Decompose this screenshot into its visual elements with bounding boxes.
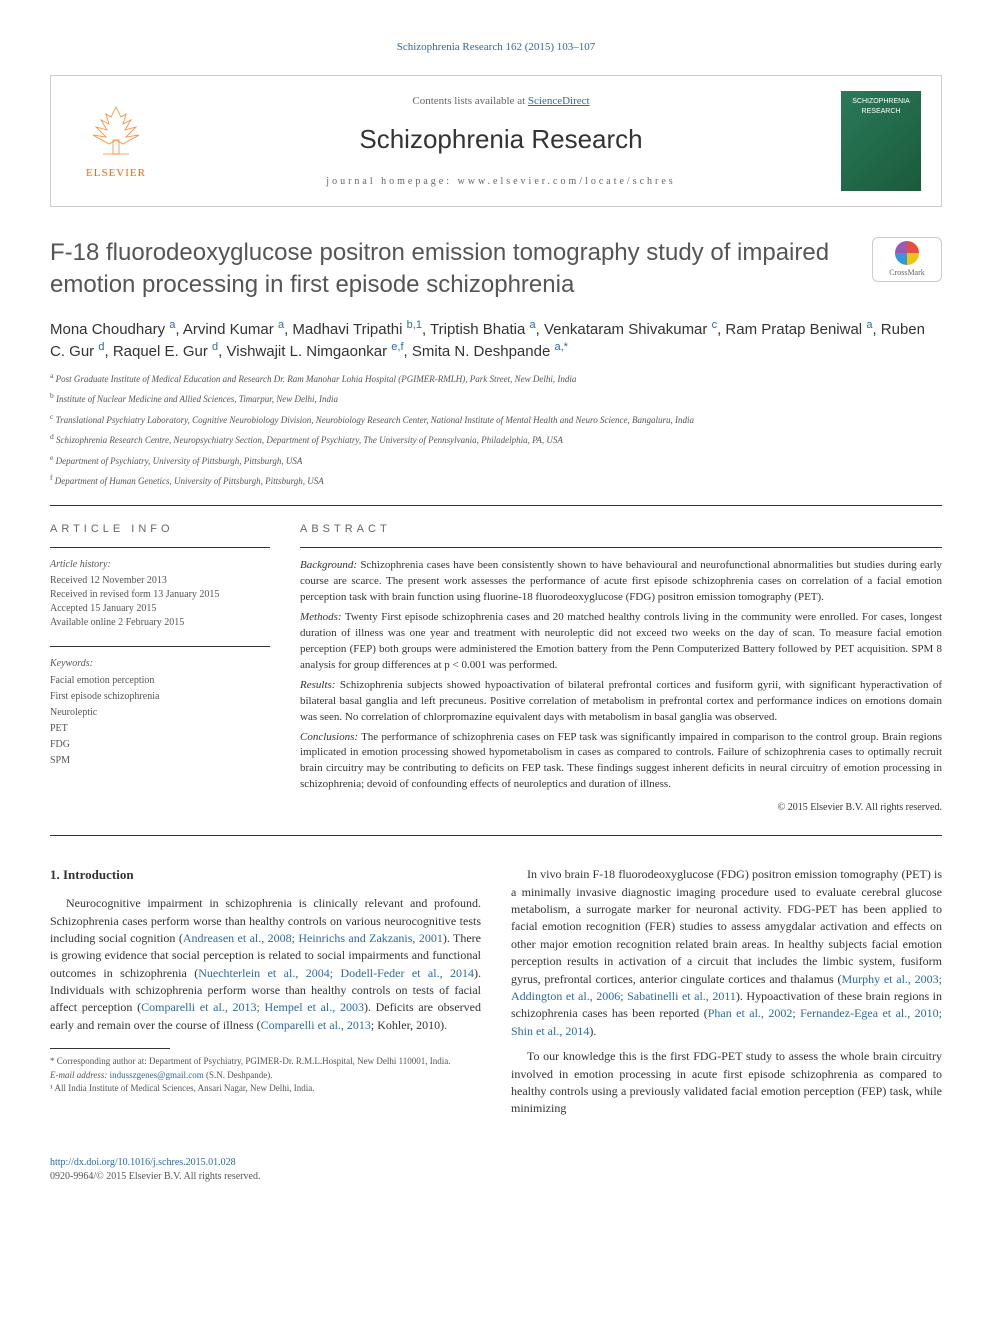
journal-title: Schizophrenia Research — [161, 121, 841, 157]
footnote-1: ¹ All India Institute of Medical Science… — [50, 1082, 481, 1096]
corresponding-author-note: * Corresponding author at: Department of… — [50, 1055, 481, 1069]
intro-paragraph-2: In vivo brain F-18 fluorodeoxyglucose (F… — [511, 866, 942, 1040]
keyword: FDG — [50, 737, 270, 753]
email-link[interactable]: indusszgenes@gmail.com — [110, 1070, 204, 1080]
email-note: E-mail address: indusszgenes@gmail.com (… — [50, 1069, 481, 1083]
tree-icon — [81, 102, 151, 162]
author-name: Smita N. Deshpande — [412, 343, 555, 360]
divider — [50, 505, 942, 506]
keyword: Facial emotion perception — [50, 673, 270, 689]
page-footer: http://dx.doi.org/10.1016/j.schres.2015.… — [50, 1156, 942, 1184]
history-item: Received in revised form 13 January 2015 — [50, 588, 270, 602]
history-item: Available online 2 February 2015 — [50, 616, 270, 630]
crossmark-icon — [895, 241, 919, 265]
affiliation: b Institute of Nuclear Medicine and Alli… — [50, 390, 942, 407]
abstract-segment: Conclusions: The performance of schizoph… — [300, 730, 942, 794]
affiliation-ref[interactable]: e,f — [391, 341, 403, 353]
ref-link[interactable]: Andreasen et al., 2008; Heinrichs and Za… — [183, 931, 443, 945]
affiliation: c Translational Psychiatry Laboratory, C… — [50, 411, 942, 428]
history-label: Article history: — [50, 558, 270, 572]
cover-text-1: SCHIZOPHRENIA — [852, 97, 910, 107]
top-citation: Schizophrenia Research 162 (2015) 103–10… — [50, 40, 942, 55]
author-name: Triptish Bhatia — [430, 321, 530, 338]
intro-paragraph-3: To our knowledge this is the first FDG-P… — [511, 1048, 942, 1118]
affiliation: f Department of Human Genetics, Universi… — [50, 472, 942, 489]
history-item: Accepted 15 January 2015 — [50, 602, 270, 616]
intro-paragraph-1: Neurocognitive impairment in schizophren… — [50, 895, 481, 1034]
author-name: Madhavi Tripathi — [292, 321, 406, 338]
affiliation: d Schizophrenia Research Centre, Neurops… — [50, 431, 942, 448]
footnote-divider — [50, 1048, 170, 1049]
keyword: First episode schizophrenia — [50, 689, 270, 705]
author-name: Ram Pratap Beniwal — [725, 321, 866, 338]
affiliation-ref[interactable]: a — [169, 319, 175, 331]
affiliation-ref[interactable]: a,* — [554, 341, 567, 353]
journal-header: ELSEVIER Contents lists available at Sci… — [50, 75, 942, 207]
ref-link[interactable]: Comparelli et al., 2013 — [261, 1018, 371, 1032]
crossmark-label: CrossMark — [889, 267, 925, 278]
author-name: Venkataram Shivakumar — [544, 321, 712, 338]
author-name: Raquel E. Gur — [113, 343, 212, 360]
ref-link[interactable]: Comparelli et al., 2013; Hempel et al., … — [141, 1000, 364, 1014]
issn-copyright: 0920-9964/© 2015 Elsevier B.V. All right… — [50, 1171, 260, 1182]
abstract-copyright: © 2015 Elsevier B.V. All rights reserved… — [300, 801, 942, 815]
affiliation-ref[interactable]: a — [530, 319, 536, 331]
journal-homepage: journal homepage: www.elsevier.com/locat… — [161, 175, 841, 189]
affiliation-ref[interactable]: a — [278, 319, 284, 331]
abstract-heading: ABSTRACT — [300, 522, 942, 537]
journal-cover[interactable]: SCHIZOPHRENIA RESEARCH — [841, 91, 921, 191]
article-title: F-18 fluorodeoxyglucose positron emissio… — [50, 237, 942, 299]
intro-heading: 1. Introduction — [50, 866, 481, 885]
affiliation-ref[interactable]: d — [212, 341, 218, 353]
crossmark-badge[interactable]: CrossMark — [872, 237, 942, 282]
history-item: Received 12 November 2013 — [50, 574, 270, 588]
keywords-label: Keywords: — [50, 657, 270, 671]
keyword: Neuroleptic — [50, 705, 270, 721]
author-name: Vishwajit L. Nimgaonkar — [227, 343, 392, 360]
affiliation-ref[interactable]: b,1 — [407, 319, 422, 331]
affiliation-ref[interactable]: c — [712, 319, 718, 331]
abstract-segment: Results: Schizophrenia subjects showed h… — [300, 678, 942, 726]
ref-link[interactable]: Nuechterlein et al., 2004; Dodell-Feder … — [198, 966, 474, 980]
author-list: Mona Choudhary a, Arvind Kumar a, Madhav… — [50, 318, 942, 362]
cover-text-2: RESEARCH — [862, 107, 901, 117]
keyword: PET — [50, 721, 270, 737]
sciencedirect-link[interactable]: ScienceDirect — [528, 95, 590, 107]
author-name: Arvind Kumar — [183, 321, 278, 338]
author-name: Mona Choudhary — [50, 321, 169, 338]
keyword: SPM — [50, 753, 270, 769]
doi-link[interactable]: http://dx.doi.org/10.1016/j.schres.2015.… — [50, 1157, 236, 1168]
affiliation-ref[interactable]: a — [866, 319, 872, 331]
elsevier-logo[interactable]: ELSEVIER — [71, 96, 161, 186]
elsevier-label: ELSEVIER — [86, 166, 146, 181]
contents-available: Contents lists available at ScienceDirec… — [161, 94, 841, 109]
abstract-segment: Methods: Twenty First episode schizophre… — [300, 610, 942, 674]
affiliation-ref[interactable]: d — [98, 341, 104, 353]
article-info-heading: ARTICLE INFO — [50, 522, 270, 537]
affiliation: a Post Graduate Institute of Medical Edu… — [50, 370, 942, 387]
abstract-segment: Background: Schizophrenia cases have bee… — [300, 558, 942, 606]
affiliation: e Department of Psychiatry, University o… — [50, 452, 942, 469]
